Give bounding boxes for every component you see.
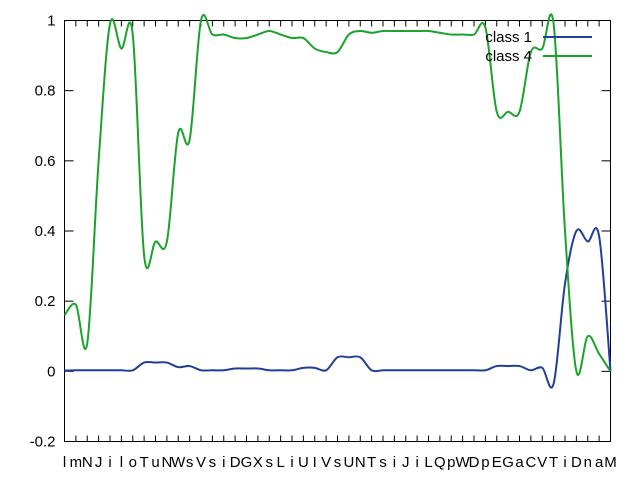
x-tick-label: C <box>525 454 536 471</box>
x-tick-label: L <box>276 454 284 471</box>
x-tick-label: p <box>447 454 455 471</box>
y-tick-label: 1 <box>47 13 55 30</box>
y-tick-label: 0.6 <box>35 153 56 170</box>
x-tick-label: V <box>321 454 331 471</box>
x-tick-label: J <box>95 454 103 471</box>
y-tick-label: 0.4 <box>35 223 56 240</box>
legend-label: class 4 <box>485 48 532 65</box>
x-tick-label: D <box>469 454 480 471</box>
x-tick-label: i <box>222 454 225 471</box>
x-tick-label: N <box>82 454 93 471</box>
x-tick-label: s <box>266 454 274 471</box>
x-tick-label: U <box>298 454 309 471</box>
y-tick-label: 0 <box>47 363 55 380</box>
x-tick-label: W <box>171 454 186 471</box>
x-tick-label: s <box>379 454 387 471</box>
legend: class 1 class 4 <box>485 29 592 65</box>
x-tick-label: n <box>584 454 592 471</box>
x-tick-label: m <box>70 454 83 471</box>
x-tick-label: s <box>334 454 342 471</box>
x-tick-label: V <box>196 454 206 471</box>
x-tick-label: M <box>604 454 617 471</box>
x-tick-label: W <box>456 454 471 471</box>
x-tick-label: a <box>515 454 524 471</box>
x-tick-label: N <box>161 454 172 471</box>
x-tick-label: i <box>108 454 111 471</box>
x-tick-label: V <box>537 454 547 471</box>
x-tick-label: X <box>253 454 263 471</box>
x-tick-label: l <box>63 454 66 471</box>
x-tick-label: D <box>230 454 241 471</box>
x-tick-label: D <box>571 454 582 471</box>
x-tick-label: l <box>120 454 123 471</box>
series-group <box>63 13 612 389</box>
x-tick-label: o <box>129 454 137 471</box>
x-tick-label: E <box>492 454 502 471</box>
x-tick-label: J <box>402 454 410 471</box>
x-tick-label: G <box>241 454 253 471</box>
x-tick-label: s <box>186 454 194 471</box>
x-tick-label: s <box>209 454 217 471</box>
plot-frame <box>64 20 611 442</box>
y-axis: -0.2 0 0.2 0.4 0.6 0.8 1 <box>30 13 611 451</box>
x-tick-label: p <box>481 454 489 471</box>
x-tick-label: T <box>549 454 558 471</box>
x-tick-label: a <box>595 454 604 471</box>
x-tick-label: I <box>313 454 317 471</box>
x-tick-label: i <box>415 454 418 471</box>
x-tick-label: Q <box>434 454 446 471</box>
x-tick-label: T <box>140 454 149 471</box>
x-tick-label: u <box>151 454 159 471</box>
legend-label: class 1 <box>485 29 532 46</box>
y-tick-label: 0.8 <box>35 83 56 100</box>
series-line-2 <box>63 13 612 376</box>
x-tick-label: L <box>424 454 432 471</box>
x-tick-label: N <box>355 454 366 471</box>
x-tick-label: G <box>502 454 514 471</box>
x-tick-label: i <box>393 454 396 471</box>
y-tick-label: 0.2 <box>35 293 56 310</box>
series-line-1 <box>64 227 612 389</box>
x-tick-label: U <box>343 454 354 471</box>
x-tick-label: T <box>367 454 376 471</box>
x-tick-label: i <box>290 454 293 471</box>
x-tick-label: i <box>563 454 566 471</box>
y-tick-label: -0.2 <box>30 434 56 451</box>
